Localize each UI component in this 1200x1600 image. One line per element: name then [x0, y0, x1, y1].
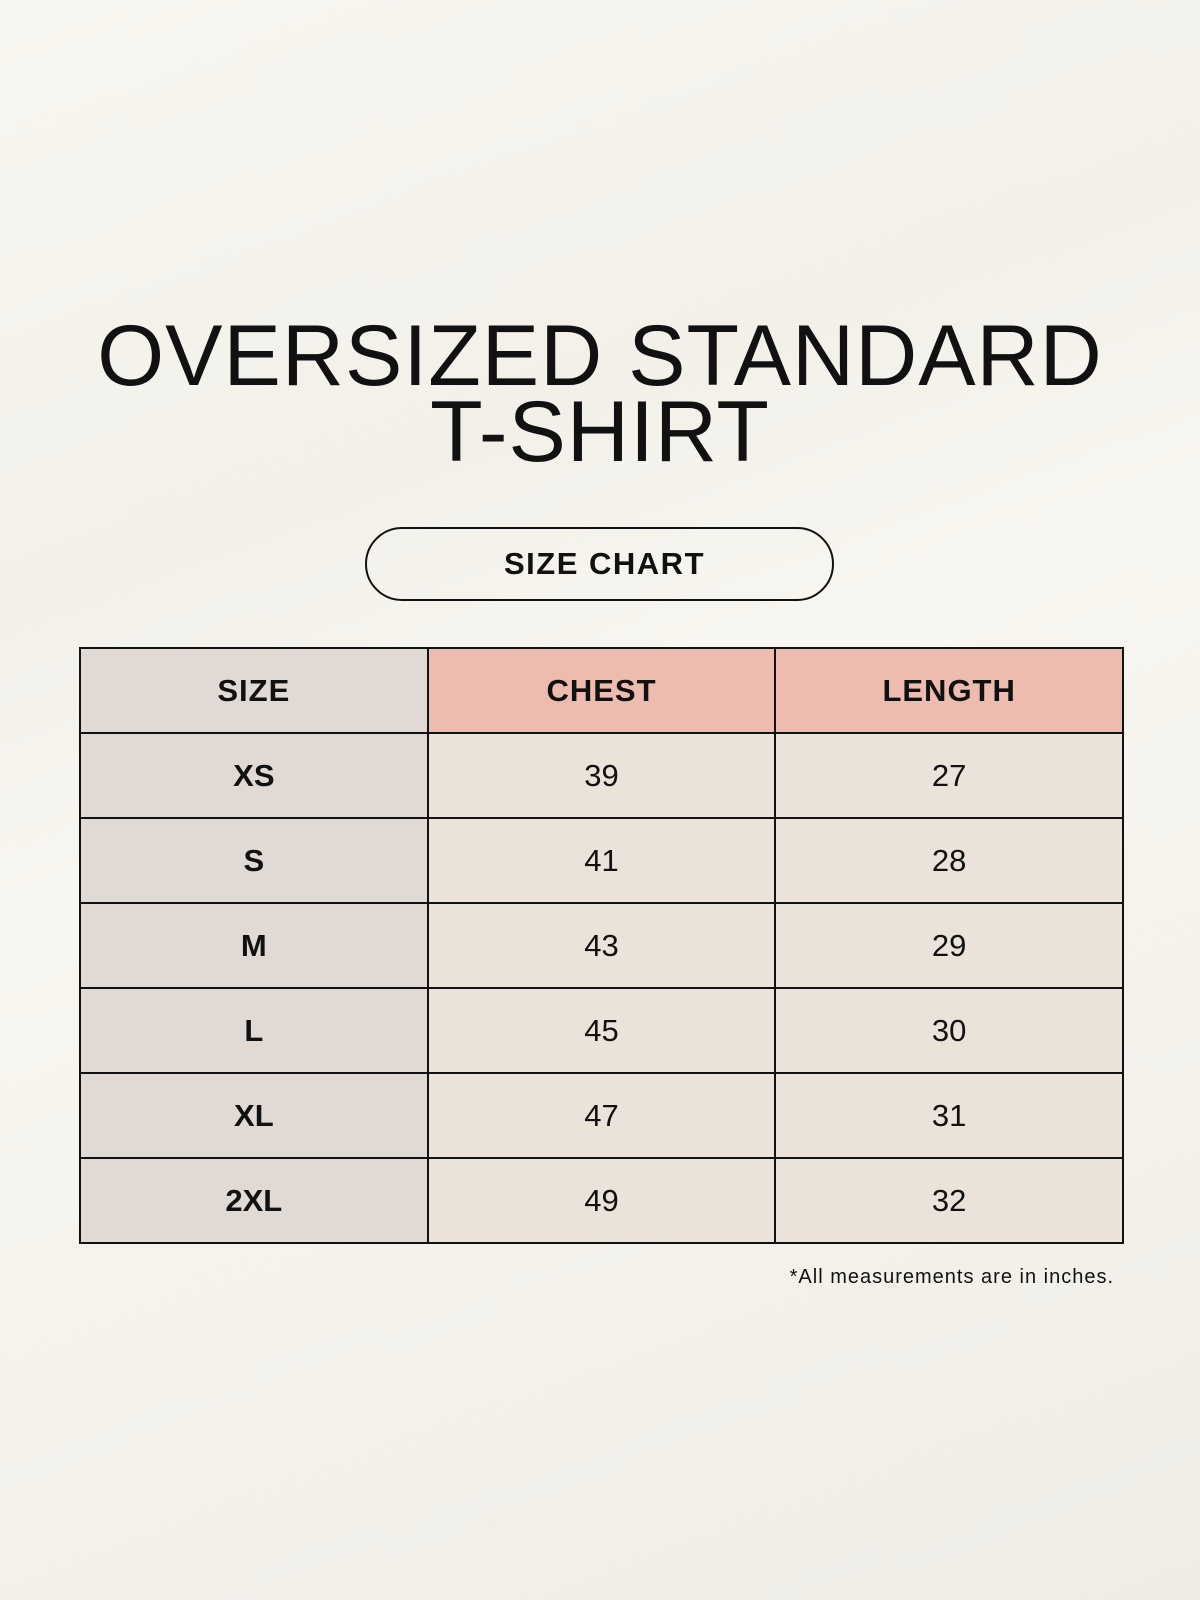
page-title: OVERSIZED STANDARD T-SHIRT	[0, 308, 1200, 480]
cell-size: M	[79, 902, 429, 989]
title-line-2: T-SHIRT	[430, 384, 770, 480]
cell-chest: 49	[426, 1157, 777, 1244]
cell-chest: 41	[426, 817, 777, 904]
header-length: LENGTH	[774, 647, 1124, 734]
cell-length: 31	[774, 1072, 1124, 1159]
cell-chest: 45	[426, 987, 777, 1074]
table-row: S 41 28	[79, 817, 1124, 904]
size-table: SIZE CHEST LENGTH XS 39 27 S 41 28 M 43 29 L 45 30 X…	[79, 647, 1124, 1244]
cell-size: S	[79, 817, 429, 904]
table-row: XL 47 31	[79, 1072, 1124, 1159]
cell-size: L	[79, 987, 429, 1074]
cell-length: 32	[774, 1157, 1124, 1244]
cell-size: 2XL	[79, 1157, 429, 1244]
table-row: M 43 29	[79, 902, 1124, 989]
size-chart-badge: SIZE CHART	[365, 527, 834, 601]
table-header-row: SIZE CHEST LENGTH	[79, 647, 1124, 734]
table-row: 2XL 49 32	[79, 1157, 1124, 1244]
title-line-1: OVERSIZED STANDARD	[97, 308, 1103, 404]
footnote: *All measurements are in inches.	[789, 1266, 1114, 1288]
cell-length: 30	[774, 987, 1124, 1074]
cell-chest: 47	[426, 1072, 777, 1159]
cell-chest: 43	[426, 902, 777, 989]
cell-chest: 39	[426, 732, 777, 819]
header-size: SIZE	[79, 647, 429, 734]
cell-length: 29	[774, 902, 1124, 989]
cell-length: 28	[774, 817, 1124, 904]
table-row: L 45 30	[79, 987, 1124, 1074]
cell-size: XS	[79, 732, 429, 819]
cell-size: XL	[79, 1072, 429, 1159]
header-chest: CHEST	[426, 647, 777, 734]
cell-length: 27	[774, 732, 1124, 819]
table-row: XS 39 27	[79, 732, 1124, 819]
